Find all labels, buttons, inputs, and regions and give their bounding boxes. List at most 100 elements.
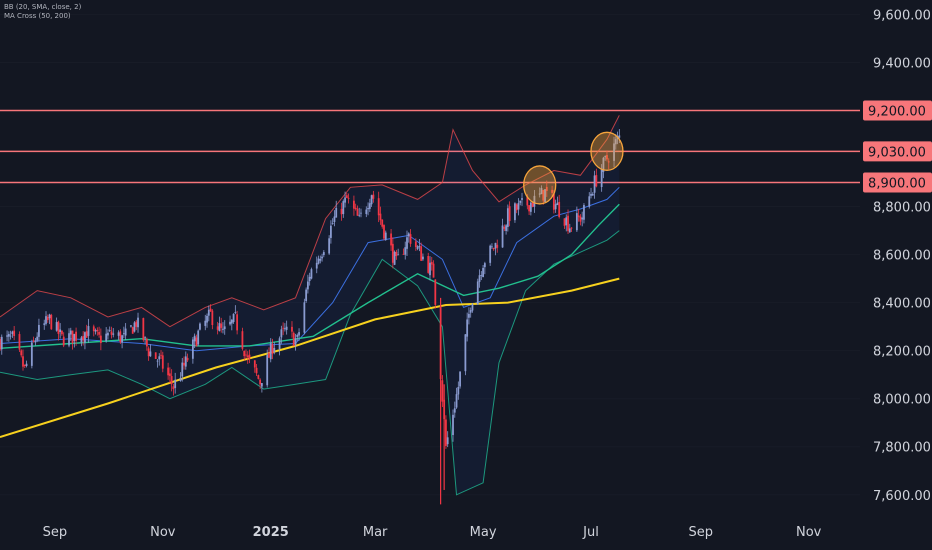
candle-body [98, 331, 100, 335]
candles [0, 129, 621, 505]
candle-body [133, 322, 136, 332]
candle [236, 310, 239, 335]
x-tick-label-0: Sep [43, 525, 68, 540]
candle-body [614, 139, 617, 145]
candle [452, 409, 454, 442]
candle [145, 337, 148, 351]
candle [230, 318, 233, 331]
candle [87, 318, 90, 343]
ma200-line [0, 277, 620, 439]
candle [579, 214, 582, 226]
candle [108, 326, 111, 332]
candle [602, 156, 605, 179]
candle [6, 330, 8, 342]
candle [482, 265, 484, 278]
candle-body [344, 197, 346, 203]
time-axis[interactable]: Sep Nov 2025 Mar May Jul Sep Nov [43, 525, 822, 540]
candle [23, 364, 26, 369]
candle [551, 185, 553, 198]
candle-body [544, 189, 546, 202]
candle [50, 313, 53, 330]
bb-indicator-label[interactable]: BB (20, SMA, close, 2) [4, 3, 82, 11]
candle-body [92, 326, 95, 332]
candle-body [305, 289, 308, 302]
candle-body [307, 281, 309, 290]
candle-body [294, 338, 297, 345]
candle [441, 375, 444, 408]
candle-body [310, 269, 313, 279]
candle-body [432, 263, 435, 278]
candle-body [554, 204, 557, 210]
ma-cross-indicator-label[interactable]: MA Cross (50, 200) [4, 12, 71, 20]
candle-body [13, 330, 16, 337]
candle-body [135, 321, 138, 327]
candle [57, 320, 60, 341]
candle-body [397, 254, 400, 256]
candle-body [501, 225, 504, 248]
candle [453, 401, 456, 418]
candle-body [558, 201, 561, 218]
candle-body [142, 318, 145, 341]
candle-body [158, 356, 161, 360]
candle-body [145, 339, 148, 347]
candle [480, 271, 483, 281]
candle-body [568, 228, 571, 233]
candle [581, 211, 584, 227]
candle [321, 253, 323, 262]
candle-body [11, 331, 14, 335]
x-tick-label-7: Nov [796, 525, 822, 540]
candle-body [241, 331, 244, 349]
x-tick-label-1: Nov [150, 525, 176, 540]
y-tick-label-5: 8,200.00 [873, 345, 931, 360]
candle [588, 192, 591, 209]
candle-body [110, 331, 113, 335]
candle [131, 326, 134, 334]
candle [328, 235, 331, 255]
candle-body [144, 337, 147, 339]
candle [167, 362, 170, 380]
candle [84, 331, 86, 350]
candle [563, 218, 566, 230]
indicator-legend[interactable]: BB (20, SMA, close, 2) MA Cross (50, 200… [4, 3, 81, 21]
candle-body [590, 193, 592, 196]
candle-body [365, 209, 368, 214]
candle-body [296, 334, 299, 337]
candle-body [46, 316, 49, 321]
candle-body [393, 251, 396, 265]
candle [199, 322, 201, 331]
candle [248, 349, 251, 364]
candle [381, 219, 384, 229]
candle [469, 307, 472, 318]
candle-body [18, 334, 21, 350]
level-label-2: 8,900.00 [868, 177, 926, 192]
candle [492, 247, 495, 251]
candle-body [457, 387, 460, 395]
price-axis[interactable]: 9,200.00 9,030.00 8,900.00 9,600.00 9,400.00… [863, 8, 932, 504]
y-tick-label-6: 8,000.00 [873, 393, 931, 408]
candle [414, 238, 417, 251]
candle-body [367, 207, 369, 210]
candle-body [161, 355, 164, 369]
candle [416, 245, 419, 251]
candle [614, 134, 617, 150]
candle [298, 328, 300, 341]
candle-body [183, 362, 185, 366]
candle-body [9, 335, 12, 337]
candle [110, 326, 113, 339]
candle [347, 193, 350, 204]
candle-body [588, 196, 591, 207]
candle [538, 187, 541, 198]
candle [283, 323, 286, 332]
candle-body [245, 354, 247, 356]
candle-body [517, 203, 520, 210]
candle-body [209, 308, 212, 312]
candle [207, 305, 210, 322]
candle-body [354, 207, 357, 209]
candle [137, 312, 139, 333]
candle [80, 335, 83, 347]
candle-body [278, 338, 281, 349]
candle [38, 318, 40, 342]
candle [20, 349, 23, 358]
